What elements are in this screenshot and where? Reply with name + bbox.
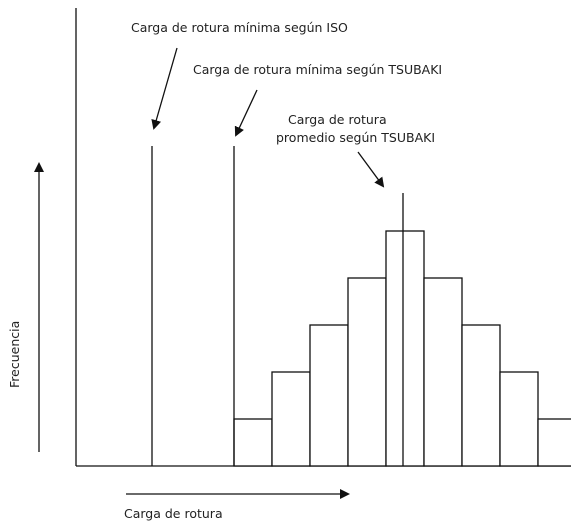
iso-min-label: Carga de rotura mínima según ISO	[131, 20, 348, 35]
histogram-bars	[233, 230, 571, 467]
tsubaki-avg-pointer-arrow	[357, 151, 385, 188]
histogram-bar	[461, 324, 501, 467]
histogram-bar	[309, 324, 349, 467]
tsubaki-min-pointer-arrow	[234, 89, 258, 137]
histogram-bar	[423, 277, 463, 467]
tsubaki-avg-label-line2: promedio según TSUBAKI	[276, 130, 435, 145]
histogram-bar	[537, 418, 571, 467]
histogram-bar	[499, 371, 539, 467]
tsubaki-min-label: Carga de rotura mínima según TSUBAKI	[193, 62, 442, 77]
histogram-bar	[385, 230, 425, 467]
histogram-bar	[347, 277, 387, 467]
iso-min-pointer-arrow	[151, 47, 178, 130]
x-axis-label: Carga de rotura	[124, 506, 223, 521]
tsubaki-avg-label-line1: Carga de rotura	[288, 112, 387, 127]
y-axis-label: Frecuencia	[7, 321, 22, 388]
histogram-bar	[233, 418, 273, 467]
histogram-bar	[271, 371, 311, 467]
